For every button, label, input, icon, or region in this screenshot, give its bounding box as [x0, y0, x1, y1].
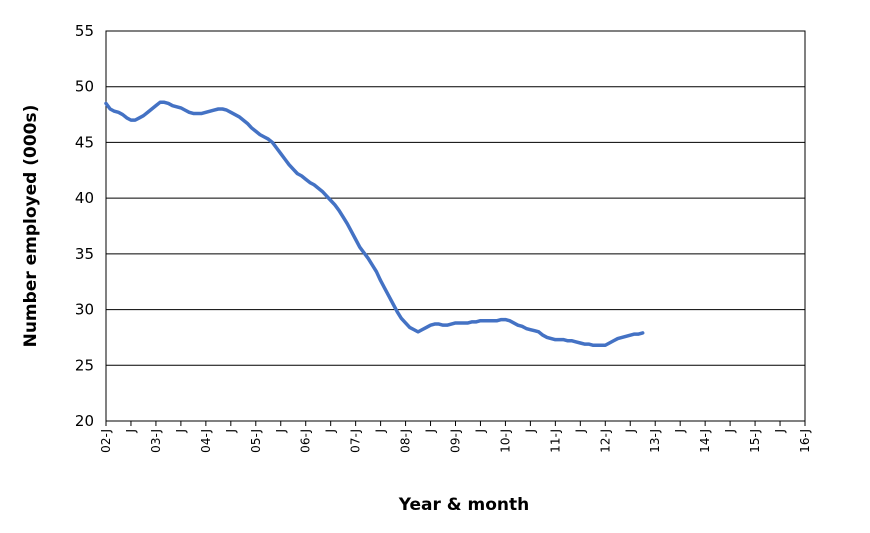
series-layer [104, 100, 645, 347]
x-tick-label: J [623, 429, 637, 434]
x-tick-label: 16-J [798, 429, 812, 453]
x-axis-title: Year & month [398, 495, 530, 515]
x-tick-label: 06-J [299, 429, 313, 453]
y-axis-title: Number employed (000s) [21, 105, 41, 348]
x-tick-label: 02-J [99, 429, 113, 453]
x-tick-label: J [673, 429, 687, 434]
y-axis-tick-labels: 20 25 30 35 40 45 50 55 [75, 22, 94, 430]
x-tick-label: 04-J [199, 429, 213, 453]
x-tick-label: J [573, 429, 587, 434]
gridlines [106, 86, 805, 366]
x-tick-label: J [424, 429, 438, 434]
x-tick-label: J [374, 429, 388, 434]
y-tick-label: 25 [75, 356, 94, 374]
series-line-employment [104, 100, 645, 347]
x-tick-label: 13-J [648, 429, 662, 453]
x-tick-label: J [224, 429, 238, 434]
y-tick-label: 35 [75, 245, 94, 263]
plot-area-border [105, 30, 806, 422]
x-axis-tick-labels: 02-J J 03-J J 04-J J 05-J J 06-J J 07-J J 08-J J 09-J J… [99, 421, 812, 453]
y-tick-label: 55 [75, 22, 94, 40]
x-tick-label: 09-J [449, 429, 463, 453]
x-tick-label: 15-J [748, 429, 762, 453]
x-tick-label: 03-J [149, 429, 163, 453]
x-tick-label: J [174, 429, 188, 434]
x-tick-label: J [274, 429, 288, 434]
x-tick-label: J [723, 429, 737, 434]
y-tick-label: 50 [75, 78, 94, 96]
y-tick-label: 30 [75, 301, 94, 319]
x-tick-label: J [124, 429, 138, 434]
x-tick-label: J [473, 429, 487, 434]
x-tick-label: J [523, 429, 537, 434]
x-tick-label: 12-J [598, 429, 612, 453]
y-tick-label: 45 [75, 133, 94, 151]
y-tick-label: 40 [75, 189, 94, 207]
x-tick-label: 07-J [349, 429, 363, 453]
x-tick-label: 10-J [498, 429, 512, 453]
x-tick-label: J [324, 429, 338, 434]
y-tick-label: 20 [75, 412, 94, 430]
x-tick-label: 11-J [548, 429, 562, 453]
x-tick-label: 08-J [399, 429, 413, 453]
x-tick-label: J [773, 429, 787, 434]
x-tick-label: 14-J [698, 429, 712, 453]
x-tick-label: 05-J [249, 429, 263, 453]
